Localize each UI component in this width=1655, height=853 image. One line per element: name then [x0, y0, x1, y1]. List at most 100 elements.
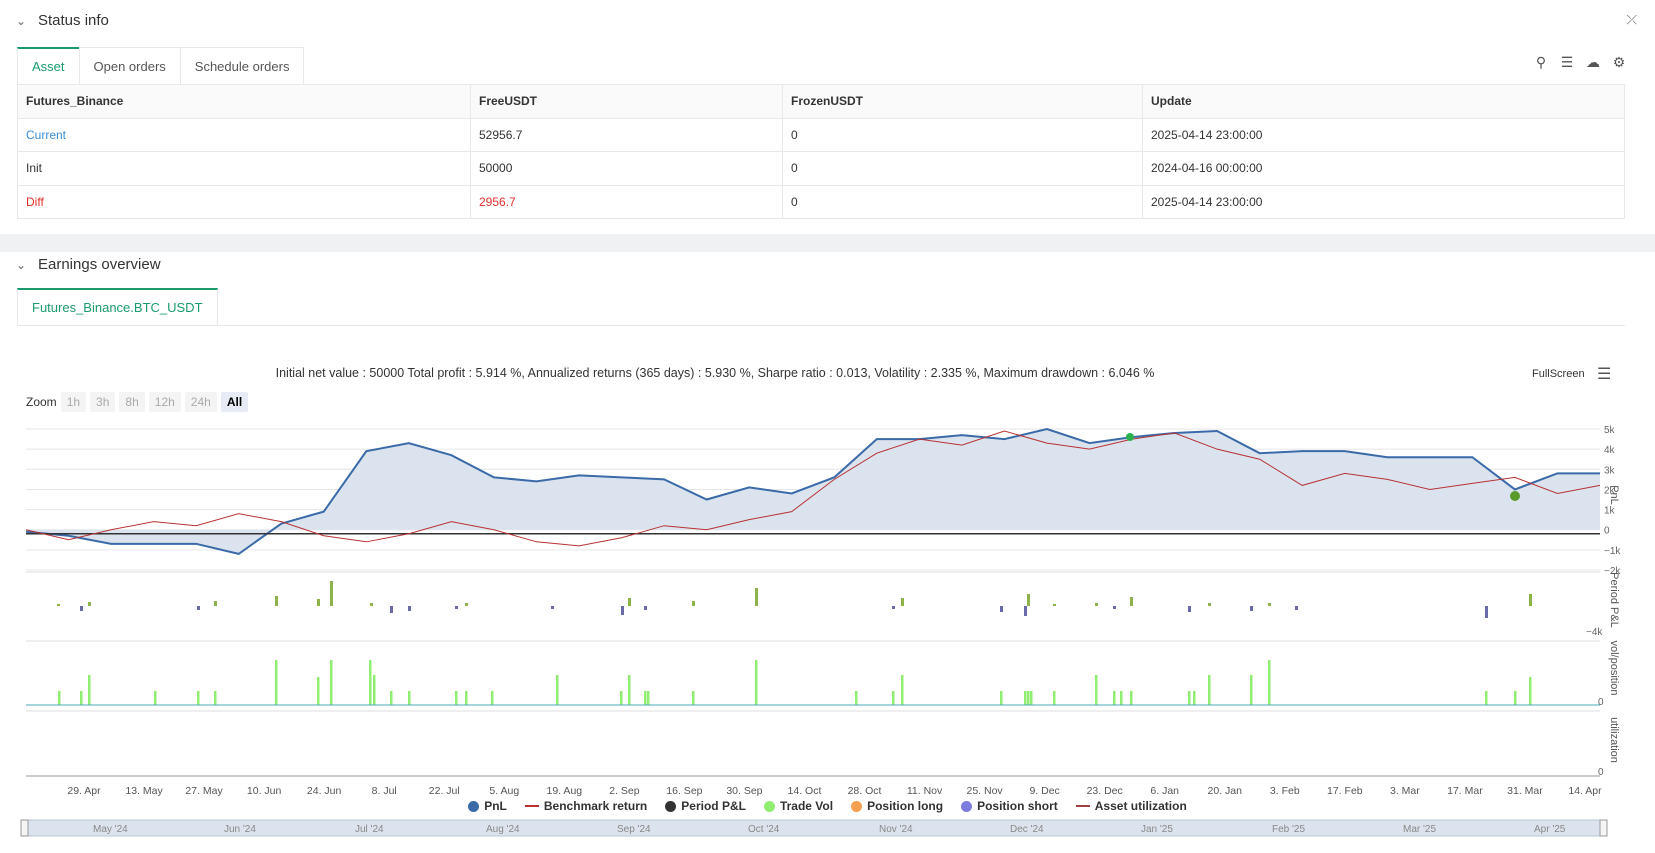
tab-asset[interactable]: Asset — [17, 47, 80, 84]
trade-vol-bar — [620, 691, 623, 705]
zoom-all-button[interactable]: All — [220, 392, 249, 412]
navigator-label: Jan '25 — [1141, 824, 1173, 835]
trade-vol-bar — [644, 691, 647, 705]
trade-vol-bar — [58, 691, 61, 705]
period-pnl-bar — [465, 603, 468, 606]
search-icon[interactable]: ⚲ — [1535, 54, 1547, 70]
navigator-label: Nov '24 — [879, 824, 913, 835]
legend-line-icon — [1075, 805, 1090, 807]
x-tick-label: 23. Dec — [1087, 785, 1123, 797]
x-tick-label: 30. Sep — [726, 785, 762, 797]
legend-benchmark[interactable]: Benchmark return — [524, 799, 648, 813]
cell: 2024-04-16 00:00:00 — [1142, 151, 1625, 186]
x-tick-label: 11. Nov — [907, 785, 943, 797]
trade-vol-bar — [1529, 677, 1532, 705]
cell: 2956.7 — [470, 184, 783, 219]
navigator-label: Mar '25 — [1403, 824, 1436, 835]
period-pnl-bar — [275, 596, 278, 606]
util-y-tick-label: 0 — [1598, 767, 1604, 778]
trade-vol-bar — [1268, 660, 1271, 705]
cloud-download-icon[interactable]: ☁ — [1586, 54, 1600, 70]
x-tick-label: 13. May — [125, 785, 163, 797]
legend-pnl[interactable]: PnL — [468, 799, 507, 813]
period-pnl-bar — [1188, 606, 1191, 612]
trade-vol-bar — [1053, 691, 1056, 705]
trade-vol-bar — [80, 691, 83, 705]
tab-futures-binance-btc-usdt[interactable]: Futures_Binance.BTC_USDT — [17, 288, 218, 325]
x-tick-label: 17. Feb — [1327, 785, 1363, 797]
table-row: Diff 2956.7 0 2025-04-14 23:00:00 — [17, 184, 1625, 219]
row-label-diff: Diff — [17, 184, 471, 219]
period-pnl-bar — [330, 581, 333, 606]
zoom-3h-button[interactable]: 3h — [90, 392, 116, 412]
hamburger-menu-icon[interactable]: ☰ — [1597, 366, 1612, 383]
position-marker — [1510, 491, 1520, 501]
period-pnl-bar — [644, 606, 647, 610]
navigator-label: Feb '25 — [1272, 824, 1305, 835]
x-tick-label: 6. Jan — [1150, 785, 1179, 797]
collapse-icon[interactable]: ⤫ — [1626, 12, 1637, 27]
zoom-controls: Zoom 1h 3h 8h 12h 24h All — [26, 392, 249, 412]
table-header-row: Futures_Binance FreeUSDT FrozenUSDT Upda… — [17, 84, 1625, 119]
legend-position-long[interactable]: Position long — [851, 799, 943, 813]
legend-label: Position short — [977, 799, 1058, 813]
pnl-series-line — [25, 427, 1600, 555]
cell: 0 — [782, 151, 1143, 186]
x-tick-label: 9. Dec — [1029, 785, 1059, 797]
navigator-track — [23, 819, 1607, 837]
navigator-label: Jul '24 — [355, 824, 384, 835]
navigator-label: Jun '24 — [224, 824, 256, 835]
zoom-1h-button[interactable]: 1h — [60, 392, 87, 412]
legend-label: Asset utilization — [1094, 799, 1187, 813]
trade-vol-bar — [901, 675, 904, 705]
table-toolbar: ⚲ ☰ ☁ ⚙ — [1533, 54, 1627, 71]
period-pnl-bar — [1485, 606, 1488, 618]
menu-icon[interactable]: ☰ — [1560, 54, 1574, 70]
chart-summary: Initial net value : 50000 Total profit :… — [275, 366, 1155, 380]
period-pnl-bar — [1250, 606, 1253, 611]
navigator-label: Sep '24 — [617, 824, 651, 835]
zoom-label: Zoom — [26, 395, 57, 409]
navigator-label: May '24 — [93, 824, 128, 835]
x-tick-label: 25. Nov — [967, 785, 1004, 797]
legend-period-pnl[interactable]: Period P&L — [665, 799, 746, 813]
cell: 2025-04-14 23:00:00 — [1142, 184, 1625, 219]
legend-label: Benchmark return — [543, 799, 648, 813]
y-tick-label: 5k — [1604, 425, 1616, 436]
x-tick-label: 28. Oct — [848, 785, 882, 797]
trade-vol-bar — [390, 691, 393, 705]
trade-vol-bar — [692, 691, 695, 705]
chevron-down-icon[interactable]: ⌄ — [16, 13, 27, 28]
legend-position-short[interactable]: Position short — [961, 799, 1058, 813]
zoom-8h-button[interactable]: 8h — [119, 392, 145, 412]
zoom-12h-button[interactable]: 12h — [148, 392, 181, 412]
trade-vol-bar — [855, 691, 858, 705]
legend-asset-utilization[interactable]: Asset utilization — [1075, 799, 1187, 813]
trade-vol-bar — [755, 660, 758, 705]
zoom-24h-button[interactable]: 24h — [184, 392, 217, 412]
earnings-overview-header[interactable]: ⌄ Earnings overview — [16, 256, 161, 273]
x-tick-label: 14. Oct — [788, 785, 822, 797]
x-tick-label: 8. Jul — [372, 785, 397, 797]
period-pnl-bar — [197, 606, 200, 610]
tab-open-orders[interactable]: Open orders — [78, 47, 181, 84]
gear-icon[interactable]: ⚙ — [1612, 54, 1626, 70]
legend-trade-vol[interactable]: Trade Vol — [763, 799, 833, 813]
vol-y-tick-label: 0 — [1598, 697, 1604, 708]
status-info-title: Status info — [38, 12, 109, 29]
navigator-handle-left — [20, 819, 29, 837]
navigator-handle-right — [1599, 819, 1608, 837]
period-pnl-bar — [1295, 606, 1298, 610]
fullscreen-button[interactable]: FullScreen — [1532, 368, 1585, 380]
period-pnl-bar — [1095, 603, 1098, 606]
status-info-header[interactable]: ⌄ Status info — [16, 12, 109, 29]
legend-dot-icon — [468, 800, 480, 812]
navigator-label: Apr '25 — [1534, 824, 1566, 835]
trade-vol-bar — [330, 660, 333, 705]
trade-vol-bar — [154, 691, 157, 705]
chevron-down-icon[interactable]: ⌄ — [16, 257, 27, 272]
tab-schedule-orders[interactable]: Schedule orders — [179, 47, 305, 84]
period-pnl-bar — [80, 606, 83, 611]
period-pnl-bar — [1024, 606, 1027, 616]
